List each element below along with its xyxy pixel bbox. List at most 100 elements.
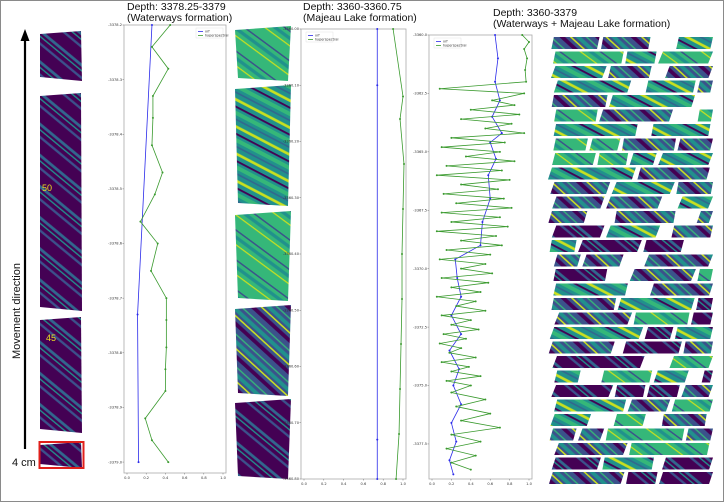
- data-point-hyperspectral: [474, 300, 477, 303]
- data-point-xrf: [489, 197, 492, 200]
- data-point-hyperspectral: [440, 277, 443, 280]
- y-tick-label: -3360.70: [283, 421, 300, 425]
- data-point-hyperspectral: [450, 433, 453, 436]
- data-point-hyperspectral: [438, 87, 441, 90]
- core-tile: [646, 385, 680, 397]
- core-segment: [40, 31, 82, 81]
- plot-axes-frame: [428, 34, 533, 480]
- data-point-hyperspectral: [524, 69, 527, 72]
- data-point-hyperspectral: [445, 379, 448, 382]
- data-point-xrf: [376, 478, 379, 480]
- data-point-hyperspectral: [460, 419, 463, 422]
- data-point-hyperspectral: [474, 356, 477, 359]
- waterways-title-line1: Depth: 3378.25-3379: [127, 1, 226, 13]
- data-point-hyperspectral: [500, 244, 503, 247]
- majeau-title: Depth: 3360-3360.75 (Majeau Lake formati…: [303, 2, 417, 24]
- data-point-xrf: [376, 84, 379, 87]
- core-tile: [643, 240, 684, 252]
- data-point-hyperspectral: [469, 319, 472, 322]
- data-point-hyperspectral: [467, 365, 470, 368]
- core-tile: [554, 443, 628, 455]
- core-tile: [658, 153, 713, 165]
- legend-label-hyperspectral: hyperspectral: [443, 44, 466, 48]
- core-mark-45: 45: [46, 333, 56, 343]
- data-point-hyperspectral: [150, 269, 152, 272]
- core-tile: [549, 327, 644, 339]
- data-point-hyperspectral: [139, 220, 142, 223]
- data-point-xrf: [487, 174, 490, 177]
- core-tile: [625, 51, 657, 64]
- core-tile: [661, 414, 707, 426]
- combined-title-line1: Depth: 3360-3379: [493, 7, 578, 19]
- y-tick-label: -3377.5: [413, 442, 427, 446]
- core-tile: [611, 182, 675, 194]
- core-tile: [553, 80, 632, 93]
- core-tile: [658, 51, 713, 64]
- data-point-hyperspectral: [502, 197, 505, 200]
- core-tile: [553, 51, 624, 64]
- data-point-hyperspectral: [164, 368, 167, 371]
- data-point-hyperspectral: [528, 41, 530, 44]
- core-tile: [605, 428, 685, 441]
- x-tick-label: 0.4: [341, 482, 347, 486]
- data-point-hyperspectral: [489, 412, 492, 415]
- data-point-hyperspectral: [455, 405, 458, 408]
- data-point-hyperspectral: [460, 267, 463, 270]
- y-tick-label: -3360.50: [283, 308, 300, 312]
- plot-majeau: 0.0 0.2 0.4 0.6 0.8 1.0 -3360.00 -3360.10 -3360.…: [283, 27, 407, 486]
- combined-title: Depth: 3360-3379 (Waterways + Majeau Lak…: [493, 8, 670, 30]
- data-point-hyperspectral: [479, 291, 482, 294]
- core-tile: [645, 80, 696, 93]
- core-tile: [601, 370, 653, 383]
- core-tile: [554, 109, 598, 122]
- core-tile: [547, 167, 636, 180]
- data-point-hyperspectral: [450, 286, 453, 289]
- data-point-hyperspectral: [484, 309, 487, 312]
- plot-axes-frame: [300, 28, 407, 480]
- data-point-hyperspectral: [510, 206, 513, 209]
- legend-label-xrf: xrf: [315, 34, 320, 38]
- data-point-xrf: [460, 403, 463, 406]
- core-tile: [597, 153, 629, 165]
- y-tick-label: -3360.40: [283, 252, 300, 256]
- data-point-hyperspectral: [523, 92, 526, 95]
- data-point-hyperspectral: [484, 263, 487, 266]
- data-point-xrf: [481, 220, 484, 223]
- data-point-hyperspectral: [469, 468, 472, 471]
- data-point-hyperspectral: [484, 127, 487, 130]
- core-tile: [551, 37, 600, 49]
- data-point-hyperspectral: [401, 298, 404, 300]
- core-mark-50: 50: [42, 183, 52, 193]
- core-segment: [235, 305, 291, 396]
- data-point-xrf: [489, 141, 492, 144]
- x-tick-label: 0.4: [163, 476, 169, 480]
- scale-highlight-box: [38, 441, 85, 469]
- core-tile: [553, 283, 628, 296]
- x-tick-label: 0.6: [487, 482, 493, 486]
- plot-combined: 0.0 0.2 0.4 0.6 0.8 1.0 -3360.0 -3362.5 -3365.0 -…: [413, 33, 532, 486]
- x-tick-label: 0.4: [468, 482, 474, 486]
- core-tile: [629, 269, 696, 281]
- core-tile: [674, 327, 713, 339]
- core-tile: [644, 327, 674, 339]
- core-tile: [602, 457, 654, 470]
- core-tile: [681, 385, 713, 397]
- core-tile: [617, 298, 695, 310]
- x-tick-label: 0.8: [380, 482, 386, 486]
- x-tick-label: 1.0: [400, 482, 406, 486]
- data-point-hyperspectral: [399, 118, 402, 120]
- data-point-hyperspectral: [395, 478, 398, 480]
- data-point-hyperspectral: [153, 193, 156, 196]
- data-point-hyperspectral: [508, 178, 511, 181]
- core-tile: [551, 95, 608, 107]
- core-tile: [605, 225, 661, 238]
- data-point-hyperspectral: [450, 136, 453, 139]
- core-tile: [671, 225, 713, 238]
- y-tick-label: -3378.3: [108, 78, 122, 82]
- data-point-hyperspectral: [169, 24, 172, 26]
- x-tick-label: 1.0: [526, 482, 532, 486]
- core-image-waterways: [40, 31, 82, 468]
- data-point-hyperspectral: [464, 155, 467, 158]
- data-point-xrf: [376, 28, 379, 30]
